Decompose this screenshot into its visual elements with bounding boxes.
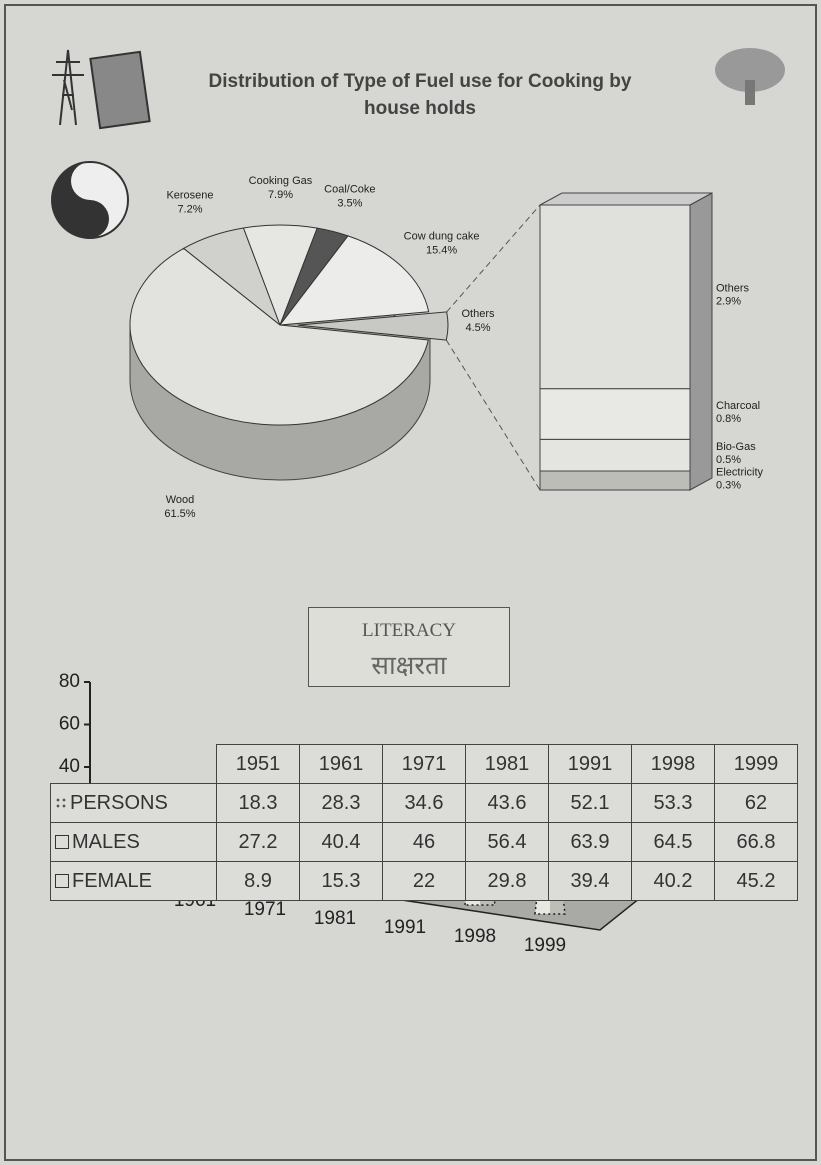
table-value: 8.9 [216,861,300,901]
yin-yang-icon [51,161,129,239]
table-header-row: 1951 1961 1971 1981 1991 1998 1999 [50,744,798,784]
segment-label: Others [716,283,750,295]
slice-label: Others [461,308,495,320]
table-value: 63.9 [548,822,632,862]
slice-value: 7.2% [177,203,202,215]
table-row-head: MALES [50,822,217,862]
table-value: 45.2 [714,861,798,901]
table-value: 66.8 [714,822,798,862]
slice-value: 7.9% [268,189,293,201]
legend-marker [55,874,69,889]
series-name: FEMALE [72,869,153,892]
table-value: 64.5 [631,822,715,862]
segment-value: 2.9% [716,296,741,308]
slice-label: Cow dung cake [404,231,480,243]
table-value: 34.6 [382,783,466,823]
pie-slice [278,235,430,326]
table-year: 1951 [216,744,300,784]
table-row-head: PERSONS [50,783,217,823]
column-segment [539,470,691,491]
table-year: 1991 [548,744,632,784]
slice-value: 61.5% [164,508,195,520]
table-row: MALES 27.2 40.4 46 56.4 63.9 64.5 66.8 [50,822,798,862]
table-value: 46 [382,822,466,862]
column-top [539,192,713,206]
table-value: 22 [382,861,466,901]
legend-marker [55,797,67,810]
series-name: MALES [72,830,140,853]
table-value: 40.4 [299,822,383,862]
table-value: 29.8 [465,861,549,901]
pie-slice [297,311,449,341]
pie-slice [129,247,429,426]
table-value: 15.3 [299,861,383,901]
table-value: 18.3 [216,783,300,823]
slice-value: 3.5% [337,197,362,209]
segment-value: 0.5% [716,454,741,466]
table-year: 1981 [465,744,549,784]
legend-marker [55,835,69,850]
literacy-title: LITERACY [362,620,456,641]
table-value: 27.2 [216,822,300,862]
table-year: 1998 [631,744,715,784]
x-tick-label: 1971 [244,899,286,920]
slice-value: 4.5% [465,322,490,334]
segment-value: 0.3% [716,479,741,491]
page-border [4,4,817,1161]
table-value: 52.1 [548,783,632,823]
y-tick-label: 60 [59,714,80,735]
segment-label: Electricity [716,466,764,478]
table-year: 1999 [714,744,798,784]
literacy-subtitle: साक्षरता [371,651,447,681]
literacy-table: 1951 1961 1971 1981 1991 1998 1999 PERSONS 18.3 2… [50,744,798,901]
column-segment [539,204,691,390]
slice-label: Coal/Coke [324,183,375,195]
table-year: 1971 [382,744,466,784]
x-tick-label: 1981 [314,908,356,929]
column-segment [539,438,691,472]
x-tick-label: 1998 [454,926,496,947]
segment-label: Bio-Gas [716,441,756,453]
flame-icon [715,48,785,105]
table-row: FEMALE 8.9 15.3 22 29.8 39.4 40.2 45.2 [50,861,798,901]
table-value: 28.3 [299,783,383,823]
x-tick-label: 1999 [524,935,566,956]
series-name: PERSONS [70,791,168,814]
y-tick-label: 80 [59,671,80,692]
literacy-box: LITERACY साक्षरता [308,607,510,687]
table-corner [50,744,217,784]
x-tick-label: 1991 [384,917,426,938]
segment-label: Charcoal [716,400,760,412]
table-value: 53.3 [631,783,715,823]
table-year: 1961 [299,744,383,784]
connector [446,204,541,313]
table-row: PERSONS 18.3 28.3 34.6 43.6 52.1 53.3 62 [50,783,798,823]
slice-label: Kerosene [166,189,213,201]
segment-value: 0.8% [716,413,741,425]
column-side [689,192,713,491]
table-value: 43.6 [465,783,549,823]
table-value: 56.4 [465,822,549,862]
column-segment [539,388,691,440]
slice-label: Wood [166,494,195,506]
pylon-icon [52,49,151,130]
table-row-head: FEMALE [50,861,217,901]
table-value: 39.4 [548,861,632,901]
table-value: 40.2 [631,861,715,901]
table-value: 62 [714,783,798,823]
slice-label: Cooking Gas [249,175,313,187]
connector [445,339,541,491]
slice-value: 15.4% [426,245,457,257]
chart-title: Distribution of Type of Fuel use for Coo… [208,71,632,119]
